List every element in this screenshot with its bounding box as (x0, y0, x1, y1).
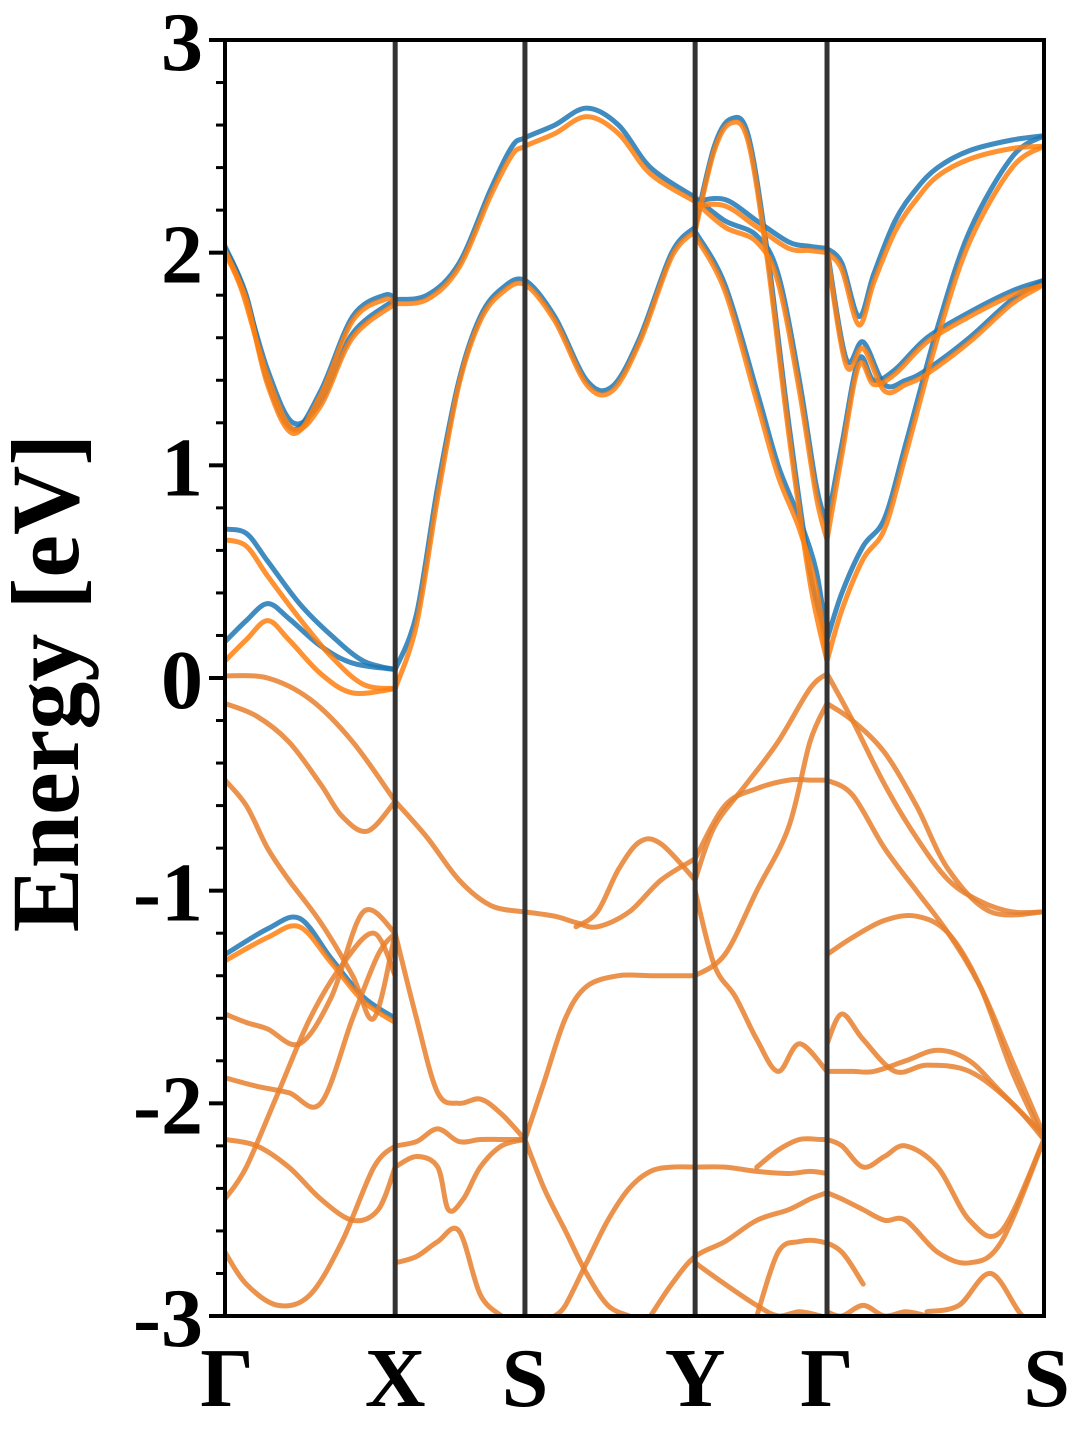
band-line-s2-b25 (392, 1225, 504, 1316)
high-symmetry-dividers (392, 40, 830, 1316)
band-line-s2-b13 (824, 912, 1044, 1142)
band-line-s1-b2 (392, 114, 698, 307)
band-line-s2-b22 (392, 930, 528, 1142)
band-line-s2-b19 (225, 930, 398, 1202)
band-line-s2-b24 (392, 1137, 528, 1214)
band-line-s2-b11 (824, 701, 1044, 918)
band-line-s2-b5 (573, 836, 698, 930)
band-line-s2-b36 (924, 1271, 1044, 1316)
band-line-s1-b1 (225, 248, 398, 436)
band-line-s2-b7 (692, 671, 830, 883)
kpoint-label: S (502, 1332, 549, 1425)
band-line-s2-b20 (225, 1137, 398, 1224)
band-line-s2-b12 (824, 777, 1044, 1138)
band-line-s2-b10 (824, 671, 1044, 916)
band-line-s2-b34 (754, 1237, 866, 1316)
band-line-s1-b13 (225, 618, 398, 696)
band-line-s2-b2 (392, 798, 528, 915)
band-line-s1-b5 (692, 201, 830, 256)
band-line-s0-b5 (692, 195, 830, 251)
plot-frame (223, 38, 1046, 1318)
band-line-s2-b1 (225, 701, 398, 834)
y-tick-label: -1 (133, 847, 203, 940)
band-line-s2-b29 (692, 1260, 824, 1316)
band-line-s2-b9 (692, 888, 830, 1074)
kpoint-label: Γ (800, 1332, 853, 1425)
band-line-s0-b1 (225, 243, 398, 432)
band-line-s2-b21 (225, 1143, 398, 1309)
band-line-s1-b3 (392, 228, 698, 692)
band-line-s2-b6 (692, 776, 830, 862)
band-line-s2-b23 (392, 1126, 528, 1149)
band-line-s1-b14 (225, 923, 398, 1025)
band-line-s2-b3 (522, 856, 698, 930)
band-line-s1-b10 (824, 143, 1044, 664)
y-tick-label: -2 (133, 1059, 203, 1152)
band-line-s2-b27 (552, 1164, 698, 1316)
y-tick-label: -3 (133, 1272, 203, 1365)
band-line-s1-b0 (225, 250, 398, 433)
band-line-s2-b8 (692, 701, 830, 979)
kpoint-label: S (1023, 1332, 1070, 1425)
band-line-s0-b0 (225, 245, 398, 427)
band-line-s0-b14 (225, 914, 398, 1021)
band-line-s1-b9 (824, 282, 1044, 543)
band-line-s2-b15 (824, 1011, 1044, 1142)
band-line-s2-b32 (824, 1137, 1044, 1239)
band-line-s2-b26 (522, 1137, 632, 1316)
y-axis-ticks (209, 38, 225, 1318)
y-axis-title: Energy [eV] (0, 434, 99, 933)
kpoint-label: X (365, 1332, 426, 1425)
band-line-s2-b4 (522, 972, 698, 1142)
band-line-s2-b0 (225, 673, 398, 804)
band-line-s1-b8 (824, 143, 1044, 328)
band-line-s0-b3 (392, 224, 698, 672)
band-line-s0-b10 (824, 133, 1044, 643)
band-line-s2-b28 (648, 1190, 830, 1316)
band-line-s1-b12 (225, 537, 398, 692)
bands-layer (225, 105, 1044, 1316)
y-tick-label: 1 (161, 421, 203, 514)
kpoint-label: Y (665, 1332, 726, 1425)
y-tick-label: 2 (161, 209, 203, 302)
band-line-s2-b33 (824, 1137, 1044, 1266)
y-tick-label: 0 (161, 634, 203, 727)
band-line-s1-b6 (692, 233, 830, 664)
band-line-s1-b7 (692, 199, 830, 543)
band-line-s0-b12 (225, 526, 398, 672)
kpoint-label: Γ (200, 1332, 253, 1425)
band-line-s1-b11 (824, 250, 1044, 396)
band-line-s2-b35 (824, 1302, 930, 1316)
y-tick-label: 3 (161, 0, 203, 89)
band-line-s2-b30 (692, 1164, 830, 1176)
band-line-s2-b31 (754, 1136, 830, 1170)
band-line-s2-b18 (225, 930, 398, 1110)
band-line-s0-b13 (225, 601, 398, 672)
band-line-s2-b16 (225, 777, 398, 1022)
